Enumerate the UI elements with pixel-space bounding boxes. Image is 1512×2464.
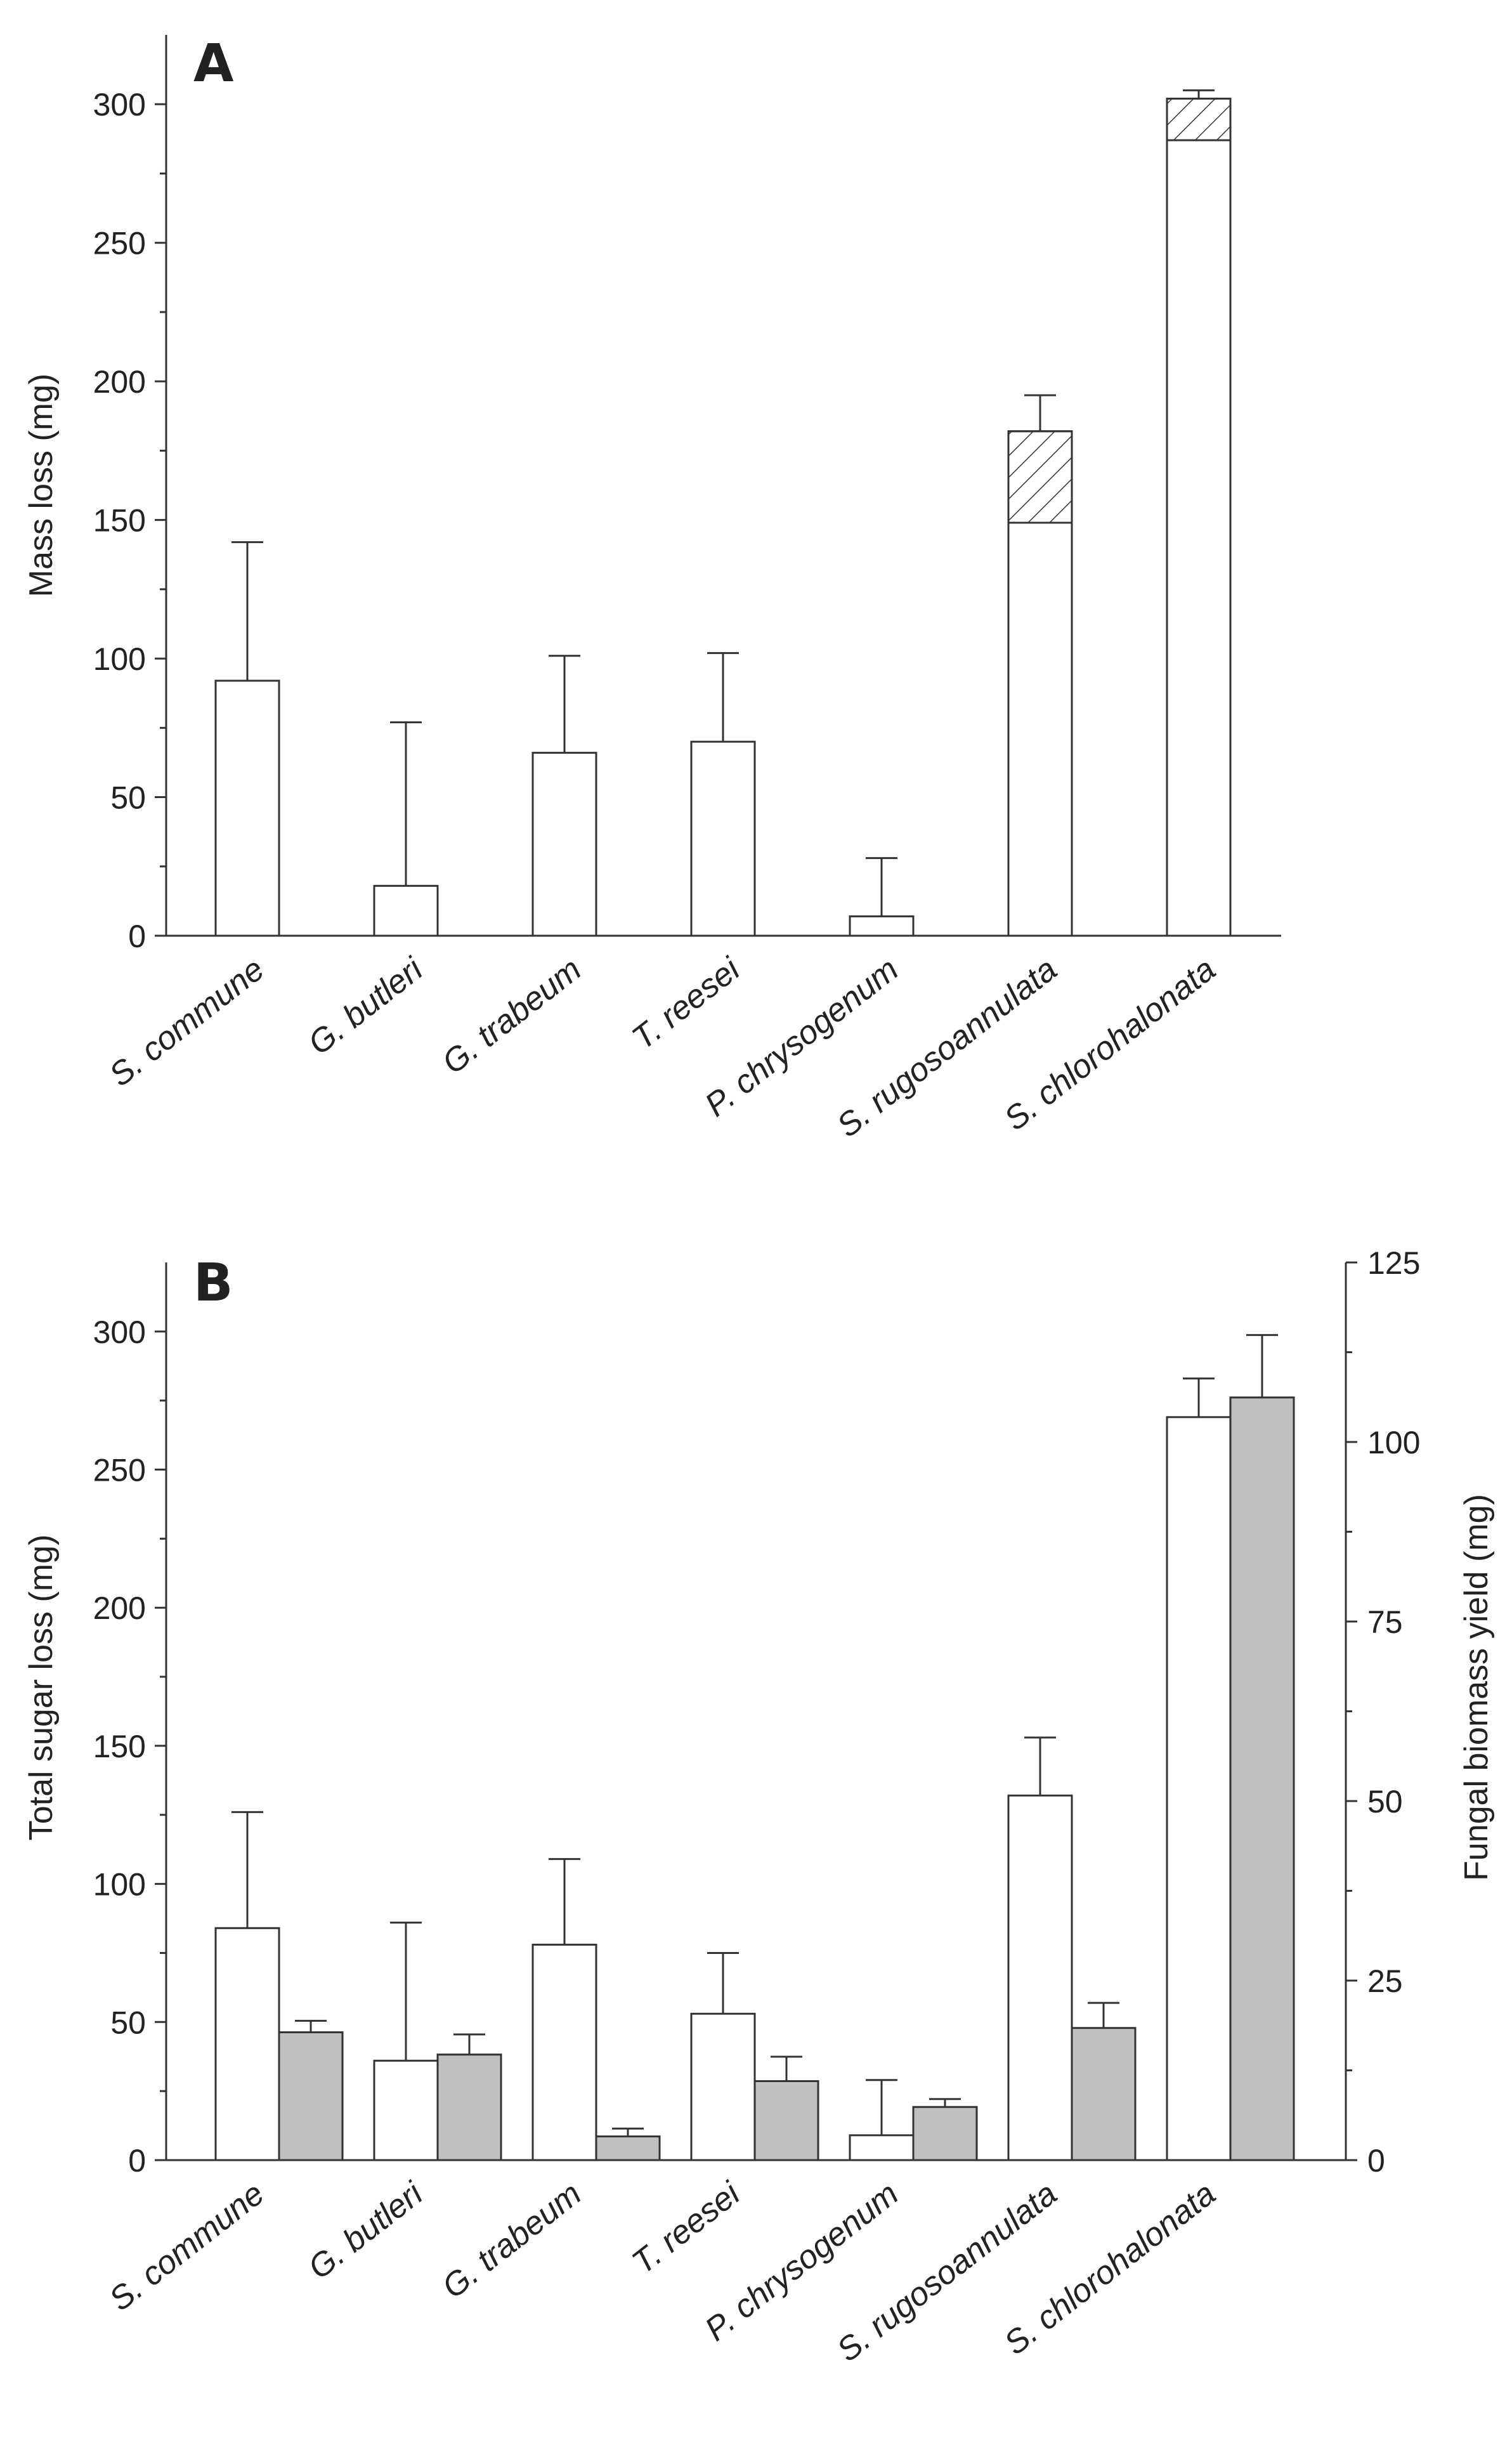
panel-b-y-right-tick-label: 0 — [1367, 2143, 1385, 2179]
panel-b-bar-secondary — [1071, 2027, 1137, 2161]
panel-b-bar-secondary — [595, 2135, 661, 2161]
panel-b-y-axis-label: Total sugar loss (mg) — [23, 1535, 60, 1841]
panel-b-category-label: T. reesei — [625, 2175, 747, 2281]
panel-a-category-label: S. commune — [103, 951, 271, 1094]
panel-b-bar-primary — [1007, 1794, 1073, 2161]
panel-b-y-right-tick-label: 100 — [1367, 1425, 1420, 1460]
panel-b-category-label: S. commune — [103, 2175, 271, 2318]
panel-b-y-tick-label: 50 — [110, 2005, 146, 2040]
panel-a-bar-primary — [214, 679, 280, 937]
panel-a-bar-primary — [1166, 97, 1232, 937]
panel-b-bar-secondary — [1229, 1396, 1295, 2161]
panel-a-y-tick-label: 50 — [110, 780, 146, 816]
panel-b-bar-secondary — [912, 2106, 978, 2161]
panel-a-y-axis-label: Mass loss (mg) — [23, 374, 60, 597]
panel-a-y-tick-label: 200 — [93, 364, 146, 400]
panel-b-y-right-tick-label: 125 — [1367, 1245, 1420, 1281]
panel-b-category-label: G. butleri — [301, 2175, 430, 2286]
panel-b-bar-primary — [373, 2059, 439, 2161]
panel-b-y-tick-label: 150 — [93, 1729, 146, 1764]
panel-a-category-label: G. butleri — [301, 950, 430, 1062]
panel-a-category-label: G. trabeum — [436, 951, 589, 1082]
panel-b-bar-primary — [1166, 1416, 1232, 2161]
panel-a-category-label: T. reesei — [625, 950, 747, 1057]
panel-a-label: A — [193, 34, 234, 94]
panel-a-bar-primary — [849, 915, 915, 937]
panel-b-y-right-tick-label: 50 — [1367, 1784, 1403, 1819]
panel-a-chart: A Mass loss (mg) 0 50 100 150 200 250 300 S. co… — [23, 34, 1281, 1144]
panel-a-y-tick-label: 300 — [93, 87, 146, 122]
panel-a-bar-primary — [690, 740, 756, 937]
panel-b-y-tick-label: 0 — [128, 2143, 146, 2179]
panel-b-y-tick-label: 300 — [93, 1314, 146, 1350]
panel-b-bar-primary — [849, 2134, 915, 2161]
panel-b-bar-secondary — [436, 2054, 502, 2161]
panel-b-bar-secondary — [278, 2031, 344, 2161]
panel-b-chart: B Total sugar loss (mg) Fungal biomass y… — [23, 1245, 1495, 2369]
panel-b-y-tick-label: 200 — [93, 1590, 146, 1626]
panel-b-y-axis-right-label: Fungal biomass yield (mg) — [1458, 1494, 1495, 1881]
panel-a-y-tick-label: 250 — [93, 226, 146, 261]
panel-a-y-tick-label: 100 — [93, 641, 146, 677]
panel-b-bar-primary — [690, 2012, 756, 2161]
panel-a-bar-hatched-segment — [1166, 97, 1232, 141]
panel-b-y-tick-label: 250 — [93, 1453, 146, 1488]
panel-a-bar-primary — [373, 884, 439, 937]
panel-b-label: B — [193, 1253, 233, 1313]
panel-b-bar-primary — [214, 1927, 280, 2161]
panel-b-bar-primary — [531, 1943, 597, 2161]
panel-a-y-tick-label: 0 — [128, 919, 146, 954]
panel-a-y-tick-label: 150 — [93, 503, 146, 539]
panel-b-bar-secondary — [753, 2080, 819, 2161]
panel-b-y-right-tick-label: 75 — [1367, 1604, 1403, 1640]
panel-a-bar-hatched-segment — [1007, 430, 1073, 524]
panel-b-y-tick-label: 100 — [93, 1867, 146, 1903]
panel-b-y-right-tick-label: 25 — [1367, 1963, 1403, 1999]
panel-b-category-label: G. trabeum — [436, 2175, 589, 2306]
panel-a-bar-primary — [531, 752, 597, 937]
